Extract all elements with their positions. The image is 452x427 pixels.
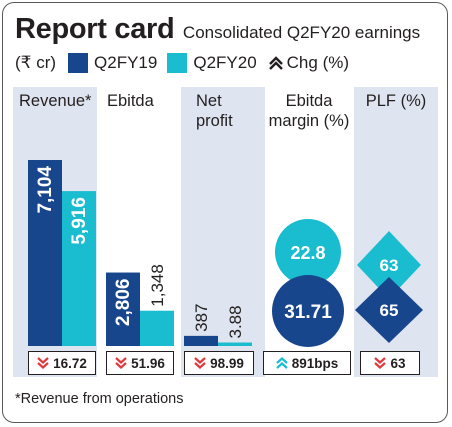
chevron-down-icon <box>194 357 206 369</box>
change-value-ebitda-margin: 891bps <box>291 355 339 371</box>
legend-swatch-q2fy19 <box>68 53 89 73</box>
bar-ebitda-q2fy20 <box>140 310 174 346</box>
legend-label-change: Chg (%) <box>286 53 350 72</box>
chart-subtitle: Consolidated Q2FY20 earnings <box>182 23 421 42</box>
chevron-down-icon <box>374 357 387 369</box>
change-box-ebitda: 51.96 <box>106 351 174 375</box>
value-label-ebitda-margin-q2fy19: 31.71 <box>284 302 332 323</box>
legend: (₹ cr) Q2FY19 Q2FY20 Chg (%) <box>15 52 355 74</box>
value-label-revenue-q2fy19: 7,104 <box>35 166 56 214</box>
circle-ebitda-margin-q2fy19 <box>272 275 344 347</box>
footnote: *Revenue from operations <box>15 391 184 407</box>
value-label-net-profit-q2fy20: 3.88 <box>226 305 245 338</box>
change-value-net-profit: 98.99 <box>210 355 244 371</box>
value-label-ebitda-q2fy20: 1,348 <box>148 264 167 307</box>
column-header-plf: PLF (%) <box>365 92 427 110</box>
chart-plot-area: 7,104 5,916 2,806 1,348 387 3.88 22.8 31.71 63 65 <box>28 160 423 347</box>
value-label-plf-q2fy19: 65 <box>380 301 399 320</box>
value-label-ebitda-q2fy19: 2,806 <box>113 279 134 327</box>
change-box-net-profit: 98.99 <box>184 351 254 375</box>
chevron-down-icon <box>115 357 127 369</box>
chevron-up-icon <box>275 357 288 369</box>
change-value-revenue: 16.72 <box>53 355 87 371</box>
bar-revenue-q2fy20 <box>62 191 96 346</box>
value-label-plf-q2fy20: 63 <box>380 256 399 275</box>
legend-swatch-q2fy20 <box>167 53 188 73</box>
column-header-net-profit: Net profit <box>196 92 233 130</box>
change-box-ebitda-margin: 891bps <box>263 351 351 375</box>
legend-label-q2fy20: Q2FY20 <box>193 53 257 72</box>
chevron-up-icon <box>268 56 283 70</box>
change-value-ebitda: 51.96 <box>131 355 165 371</box>
diamond-plf-q2fy19 <box>355 277 423 343</box>
column-header-ebitda-margin: Ebitda margin (%) <box>268 92 350 130</box>
column-header-ebitda: Ebitda <box>107 92 154 110</box>
column-header-revenue: Revenue* <box>19 92 92 110</box>
panel-net-profit <box>181 87 265 377</box>
title-row: Report card Consolidated Q2FY20 earnings <box>15 13 420 46</box>
bar-net-profit-q2fy20 <box>218 342 252 346</box>
value-label-ebitda-margin-q2fy20: 22.8 <box>290 243 325 263</box>
unit-label: (₹ cr) <box>15 53 57 72</box>
report-card: Report card Consolidated Q2FY20 earnings… <box>2 2 448 423</box>
change-value-plf: 63 <box>390 355 406 371</box>
value-label-net-profit-q2fy19: 387 <box>192 303 211 331</box>
bar-net-profit-q2fy19 <box>184 335 218 346</box>
circle-ebitda-margin-q2fy20 <box>275 219 341 285</box>
chevron-down-icon <box>37 357 49 369</box>
chart-title: Report card <box>15 13 175 45</box>
diamond-plf-q2fy20 <box>357 231 421 299</box>
bar-revenue-q2fy19 <box>28 160 62 346</box>
legend-label-q2fy19: Q2FY19 <box>94 53 158 72</box>
bar-ebitda-q2fy19 <box>106 272 140 346</box>
change-box-revenue: 16.72 <box>28 351 96 375</box>
value-label-revenue-q2fy20: 5,916 <box>69 197 90 245</box>
change-box-plf: 63 <box>360 351 420 375</box>
